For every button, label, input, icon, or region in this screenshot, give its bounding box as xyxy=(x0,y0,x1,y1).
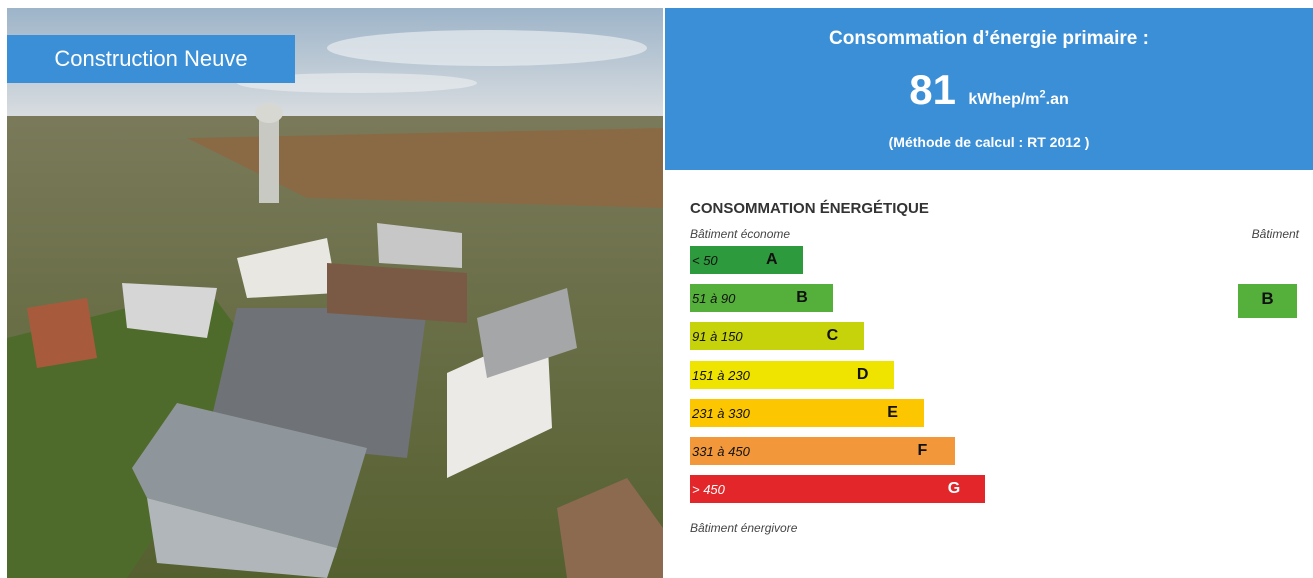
class-letter: D xyxy=(857,366,869,384)
class-letter: G xyxy=(948,480,960,498)
class-letter: F xyxy=(918,442,928,460)
unit-end: .an xyxy=(1046,91,1069,108)
energy-bar: < 50 A xyxy=(690,246,803,274)
header-value-line: 81 kWhep/m2.an xyxy=(665,66,1313,114)
label-title: CONSOMMATION ÉNERGÉTIQUE xyxy=(690,200,929,217)
bottom-caption: Bâtiment énergivore xyxy=(690,521,797,535)
header-title: Consommation d’énergie primaire : xyxy=(665,28,1313,50)
page: Construction Neuve Consommation d’énergi… xyxy=(0,0,1313,578)
energy-bar: 91 à 150 C xyxy=(690,322,864,350)
header: Consommation d’énergie primaire : 81 kWh… xyxy=(665,8,1313,170)
energy-bar: 51 à 90 B xyxy=(690,284,833,312)
range-label: 151 à 230 xyxy=(692,368,750,383)
range-label: 231 à 330 xyxy=(692,406,750,421)
unit: kWhep/m2.an xyxy=(968,91,1068,108)
range-label: 91 à 150 xyxy=(692,329,743,344)
badge: Construction Neuve xyxy=(7,35,295,83)
top-right-caption: Bâtiment xyxy=(1252,227,1299,241)
class-letter: B xyxy=(796,289,808,307)
method: (Méthode de calcul : RT 2012 ) xyxy=(665,134,1313,150)
photo xyxy=(7,8,663,578)
range-label: > 450 xyxy=(692,482,725,497)
class-letter: A xyxy=(766,251,778,269)
energy-bar: 151 à 230 D xyxy=(690,361,894,389)
energy-bar: > 450 G xyxy=(690,475,985,503)
unit-main: kWhep/m xyxy=(968,91,1039,108)
top-left-caption: Bâtiment économe xyxy=(690,227,790,241)
current-class-marker: B xyxy=(1238,284,1297,318)
value: 81 xyxy=(909,66,956,113)
class-letter: C xyxy=(827,327,839,345)
range-label: < 50 xyxy=(692,253,718,268)
range-label: 51 à 90 xyxy=(692,291,735,306)
range-label: 331 à 450 xyxy=(692,444,750,459)
energy-bar: 331 à 450 F xyxy=(690,437,955,465)
energy-bar: 231 à 330 E xyxy=(690,399,924,427)
class-letter: E xyxy=(887,404,898,422)
